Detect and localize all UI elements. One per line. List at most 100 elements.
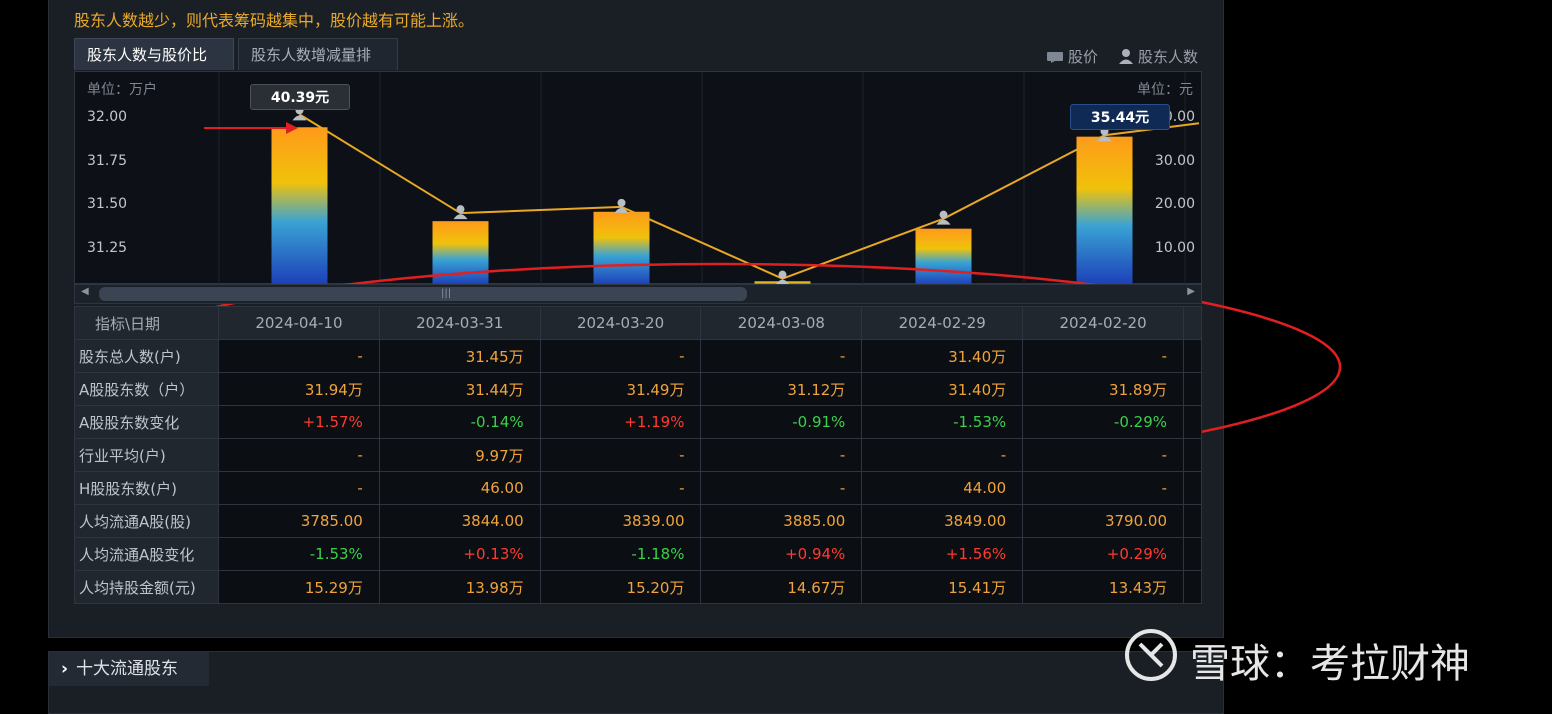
filler-cell [1183,537,1202,571]
watermark-text: 雪球：考拉财神 [1190,641,1470,687]
table-cell: 31.40万 [861,339,1024,373]
holder-marker-icon [453,205,468,220]
row-label: H股股东数(户) [74,471,219,505]
row-label: 人均流通A股(股) [74,504,219,538]
holder-marker-icon [936,210,951,225]
row-label: 人均持股金额(元) [74,570,219,604]
unit-left: 单位：万户 [87,81,157,98]
price-callout-first: 40.39元 [250,84,350,110]
legend-price-label: 股价 [1068,48,1099,66]
table-cell: 3885.00 [700,504,863,538]
left-tick-label: 32.00 [87,109,127,125]
filler-cell [1183,471,1202,505]
table-cell: - [539,471,702,505]
table-cell: -1.53% [861,405,1024,439]
section-title: 十大流通股东 [76,659,179,679]
table-row: 人均流通A股(股) 3785.00 3844.00 3839.00 3885.00 384… [74,504,1202,538]
table-cell: - [1022,471,1184,505]
chevron-right-icon: › [61,659,69,679]
holder-marker-icon [614,198,629,213]
scroll-right-arrow[interactable]: ▶ [1187,286,1195,297]
date-header: 2024-02-29 [861,306,1024,340]
scroll-thumb[interactable]: ||| [99,287,747,301]
table-cell: +0.94% [700,537,863,571]
table-cell: - [1022,339,1184,373]
scroll-grip-icon: ||| [441,288,452,299]
table-cell: 31.44万 [378,372,541,406]
xueqiu-logo-icon [1124,628,1178,692]
holders-bar [1076,136,1133,285]
filler-cell [1183,339,1202,373]
table-cell: +0.13% [378,537,541,571]
table-cell: 44.00 [861,471,1024,505]
filler-cell [1183,504,1202,538]
right-tick-label: 20.00 [1155,196,1195,212]
chart-scrollbar[interactable]: ◀ ||| ▶ [74,284,1202,304]
date-header: 2024-02-20 [1022,306,1184,340]
date-header: 2024-03-31 [378,306,541,340]
left-tick-label: 31.25 [87,240,127,256]
row-label: A股股东数（户） [74,372,219,406]
chart-svg: 单位：万户 单位：元 32.0031.7531.5031.2540.0030.0… [87,72,1200,285]
legend-price[interactable]: 股价 [1046,46,1098,67]
filler-cell [1183,405,1202,439]
table-cell: 31.89万 [1022,372,1184,406]
table-cell: 9.97万 [378,438,541,472]
table-row: 股东总人数(户) -31.45万 - -31.40万 - [74,339,1202,373]
top10-holders-tab[interactable]: › 十大流通股东 [49,652,209,686]
table-cell: 15.41万 [861,570,1024,604]
row-label: 股东总人数(户) [74,339,219,373]
legend-holders-label: 股东人数 [1138,48,1199,66]
tab-holders-change-rank[interactable]: 股东人数增减量排名 [238,38,398,96]
top10-holders-section: › 十大流通股东 [48,651,1224,714]
holders-bar [593,211,650,285]
right-tick-label: 10.00 [1155,240,1195,256]
table-cell: - [539,339,702,373]
table-cell: 3839.00 [539,504,702,538]
left-tick-label: 31.75 [87,153,127,169]
table-cell: - [218,471,380,505]
table-cell: 31.12万 [700,372,863,406]
filler-cell [1183,372,1202,406]
table-cell: - [700,339,863,373]
row-label: 人均流通A股变化 [74,537,219,571]
table-cell: -0.91% [700,405,863,439]
table-cell: +1.56% [861,537,1024,571]
table-cell: +1.57% [218,405,380,439]
table-row: 行业平均(户) -9.97万 - - - - [74,438,1202,472]
table-cell: +0.29% [1022,537,1184,571]
table-cell: 13.43万 [1022,570,1184,604]
table-cell: 14.67万 [700,570,863,604]
holder-marker-icon [775,270,790,285]
table-cell: +1.19% [539,405,702,439]
scroll-left-arrow[interactable]: ◀ [81,286,89,297]
filler-header [1183,306,1202,340]
table-row: 人均持股金额(元) 15.29万 13.98万 15.20万 14.67万 15.41万 1… [74,570,1202,604]
table-cell: 13.98万 [378,570,541,604]
left-tick-label: 31.50 [87,196,127,212]
filler-cell [1183,570,1202,604]
table-cell: - [1022,438,1184,472]
xueqiu-watermark: 雪球：考拉财神 [1124,628,1470,692]
filler-cell [1183,438,1202,472]
right-tick-label: 30.00 [1155,153,1195,169]
table-cell: - [539,438,702,472]
date-header: 2024-04-10 [218,306,380,340]
table-cell: 3849.00 [861,504,1024,538]
row-label: 行业平均(户) [74,438,219,472]
table-cell: 3844.00 [378,504,541,538]
table-row: A股股东数变化 +1.57% -0.14% +1.19% -0.91% -1.53% -0.… [74,405,1202,439]
table-cell: 46.00 [378,471,541,505]
table-row: A股股东数（户） 31.94万 31.44万 31.49万 31.12万 31.40万 31… [74,372,1202,406]
table-cell: 31.94万 [218,372,380,406]
date-header: 2024-03-20 [539,306,702,340]
row-label: A股股东数变化 [74,405,219,439]
holders-bar [915,228,972,285]
table-cell: -1.18% [539,537,702,571]
table-cell: -0.29% [1022,405,1184,439]
corner-header: 指标\日期 [74,306,219,340]
table-row: 人均流通A股变化 -1.53% +0.13% -1.18% +0.94% +1.56% +0… [74,537,1202,571]
table-cell: 3790.00 [1022,504,1184,538]
legend-holders[interactable]: 股东人数 [1118,46,1198,68]
table-cell: - [218,438,380,472]
